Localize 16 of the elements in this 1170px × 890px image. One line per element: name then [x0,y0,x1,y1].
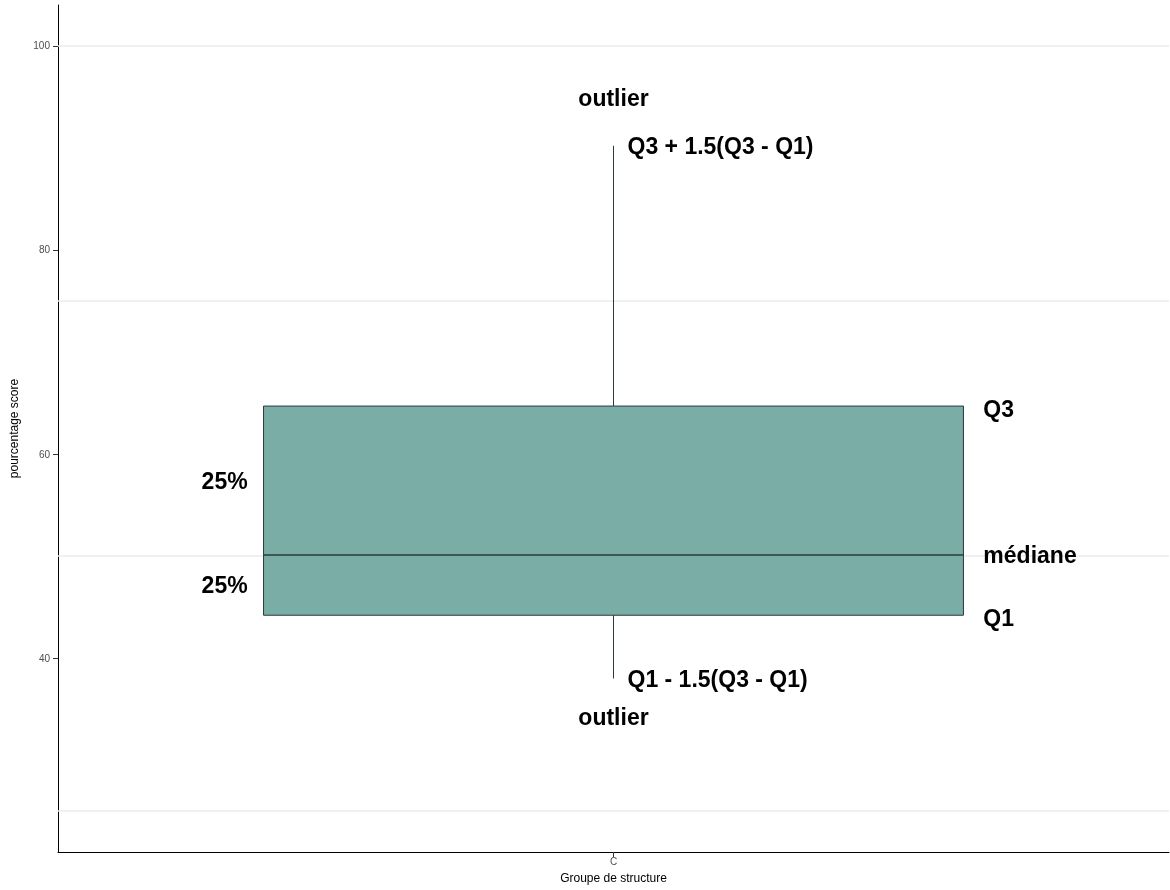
x-tick-label: C [609,855,618,867]
annotation: 25% [201,572,248,599]
y-tick-label: 80 [38,244,51,256]
annotation: Q3 [983,396,1015,423]
y-tick-label: 60 [38,448,51,460]
annotation: outlier [578,703,649,730]
annotation: Q1 - 1.5(Q3 - Q1) [627,665,808,692]
annotation: Q1 [983,605,1015,632]
x-axis-title: Groupe de structure [560,871,668,885]
y-axis-title: pourcentage score [7,378,21,479]
annotation: outlier [578,84,649,111]
annotation: médiane [983,542,1077,569]
y-tick-label: 100 [33,40,51,52]
annotation: 25% [201,467,248,494]
y-tick-label: 40 [38,652,51,664]
annotation: Q3 + 1.5(Q3 - Q1) [627,132,814,159]
